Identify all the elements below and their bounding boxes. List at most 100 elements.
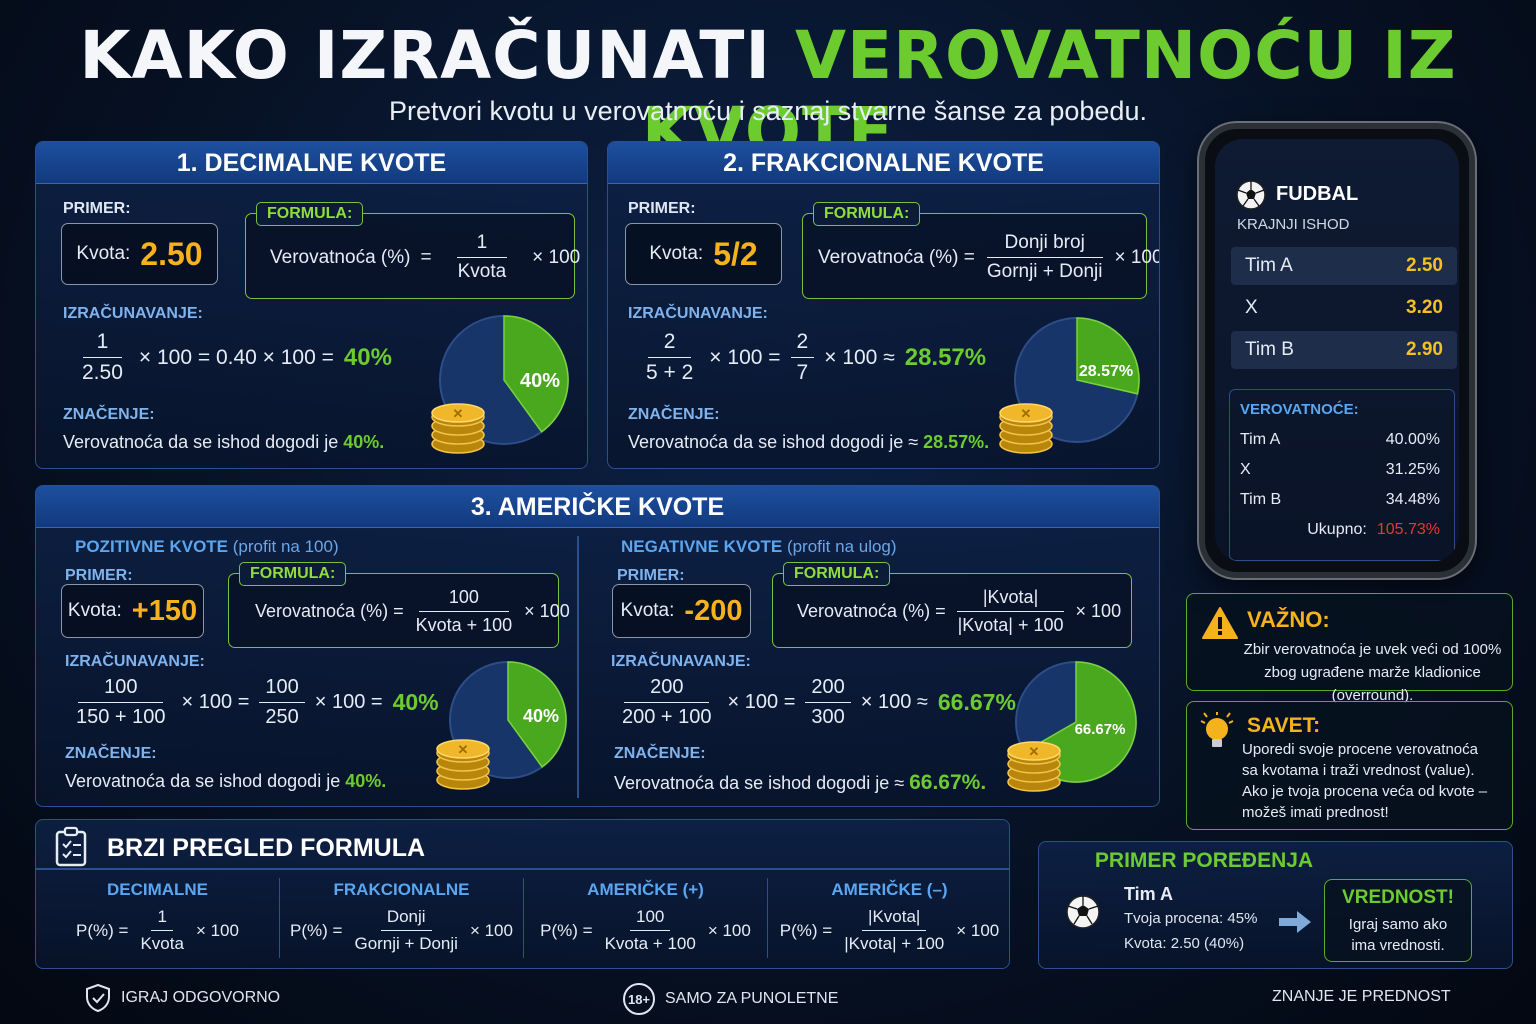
decimal-heading: 1. DECIMALNE KVOTE (36, 142, 587, 184)
calc-mid-2: × 100 = (314, 691, 383, 713)
pie-label: 66.67% (1075, 721, 1126, 738)
formula-num: 1 (456, 232, 508, 258)
calc-den: 2.50 (82, 361, 123, 384)
formula-fraction: Donji broj Gornji + Donji (981, 232, 1109, 283)
quick-divider (36, 868, 1009, 870)
important-line-2: zbog ugrađene marže kladionice (overroun… (1264, 664, 1481, 704)
calc-result: 66.67%. (937, 689, 1023, 715)
calc-mid-1: × 100 = (709, 345, 781, 369)
odds-name: Tim B (1245, 339, 1294, 360)
meaning-sentence: Verovatnoća da se ishod dogodi je ≈ (628, 432, 919, 452)
formula-fraction: |Kvota| |Kvota| + 100 (952, 587, 1070, 636)
calc-num: 1 (82, 330, 123, 358)
quick-col-den: Kvota + 100 (604, 934, 696, 953)
kvota-value: +150 (131, 594, 198, 627)
quick-col-fraction: 100 Kvota + 100 (599, 907, 702, 954)
kvota-label: Kvota: (67, 600, 122, 621)
footer-left-text: IGRAJ ODGOVORNO (121, 989, 281, 1006)
prob-row: Tim B 34.48% (1240, 491, 1440, 509)
example-label: PRIMER: (65, 567, 133, 584)
formula-lhs: Verovatnoća (%) = (818, 246, 975, 268)
kvota-value: -200 (684, 594, 743, 627)
quick-column: FRAKCIONALNE P(%) = Donji Gornji + Donji × 1… (280, 878, 524, 958)
meaning-label: ZNAČENJE: (65, 745, 157, 762)
prob-row: Tim A 40.00% (1240, 431, 1440, 449)
quick-col-mult: × 100 (195, 920, 239, 940)
calc-result: 40% (343, 343, 392, 371)
footer-responsible: IGRAJ ODGOVORNO (85, 983, 280, 1013)
quick-col-title: FRAKCIONALNE (333, 880, 470, 899)
tip-title: SAVET: (1247, 714, 1321, 737)
formula-lhs: Verovatnoća (%) = (255, 601, 404, 621)
comparison-estimate: Tvoja procena: 45% (1124, 910, 1258, 927)
comparison-title: PRIMER POREĐENJA (1094, 849, 1314, 872)
coin-mark: ✕ (453, 406, 464, 421)
comparison-panel: PRIMER POREĐENJA Tim A Tvoja procena: 45… (1038, 841, 1513, 969)
tip-text: Uporedi svoje procene verovatnoća sa kvo… (1242, 739, 1487, 823)
sport-name: FUDBAL (1276, 183, 1359, 205)
kvota-label: Kvota: (649, 243, 704, 264)
pie-label: 28.57% (1079, 363, 1133, 380)
coin-top (999, 403, 1053, 423)
kvota-box: Kvota: 5/2 (625, 223, 782, 285)
calc-den-1: 5 + 2 (646, 361, 694, 384)
odds-value: 2.90 (1406, 339, 1443, 360)
footer-knowledge: ZNANJE JE PREDNOST (1272, 988, 1451, 1006)
tip-line-2: sa kvotama i traži vrednost (value). (1242, 762, 1475, 779)
prob-name: Tim B (1240, 491, 1282, 508)
page-title: KAKO IZRAČUNATI VEROVATNOĆU IZ KVOTE (0, 18, 1536, 170)
formula-mult: × 100 (1114, 246, 1160, 268)
odds-row[interactable]: Tim B 2.90 (1231, 331, 1457, 369)
page-subtitle: Pretvori kvotu u verovatnoću i saznaj st… (389, 96, 1147, 126)
coin-mark: ✕ (1021, 406, 1032, 421)
meaning-label: ZNAČENJE: (628, 406, 720, 423)
shield-check-icon (86, 983, 110, 1013)
kvota-value: 5/2 (713, 235, 758, 272)
calc-num-1: 100 (78, 676, 164, 703)
footer-right-text: ZNANJE JE PREDNOST (1272, 988, 1451, 1005)
quick-col-lhs: P(%) = (290, 920, 343, 940)
calc-fraction-2: 200 300 (805, 676, 851, 729)
football-icon (1236, 180, 1266, 210)
calc-mid-2: × 100 ≈ (860, 691, 928, 713)
important-title: VAŽNO: (1247, 607, 1330, 632)
kvota-box: Kvota: -200 (612, 584, 751, 638)
example-label: PRIMER: (617, 567, 685, 584)
quick-col-mult: × 100 (956, 920, 1000, 940)
positive-title-text: POZITIVNE KVOTE (75, 537, 229, 556)
calc-num-2: 200 (805, 676, 851, 703)
negative-pie-chart: 66.67% ✕ (1007, 661, 1137, 792)
formula-den: |Kvota| + 100 (957, 615, 1064, 635)
meaning-text: Verovatnoća da se ishod dogodi je 40%. (65, 771, 386, 792)
footer-middle-text: SAMO ZA PUNOLETNE (665, 990, 839, 1007)
prob-name: Tim A (1240, 431, 1281, 448)
american-panel: 3. AMERIČKE KVOTE POZITIVNE KVOTE (profi… (35, 485, 1160, 807)
meaning-value: 40%. (343, 432, 385, 452)
odds-row[interactable]: X 3.20 (1231, 289, 1457, 327)
odds-row[interactable]: Tim A 2.50 (1231, 247, 1457, 285)
fractional-heading: 2. FRAKCIONALNE KVOTE (608, 142, 1159, 184)
quick-column: AMERIČKE (+) P(%) = 100 Kvota + 100 × 100 (524, 878, 768, 958)
quick-col-mult: × 100 (707, 920, 751, 940)
calc-mid-1: × 100 = (727, 691, 796, 713)
quick-col-den: Kvota (140, 934, 184, 953)
formula-num: 100 (418, 587, 509, 612)
calc-fraction-2: 100 250 (259, 676, 305, 729)
tip-line-1: Uporedi svoje procene verovatnoća (1242, 741, 1478, 758)
calc-den-1: 150 + 100 (76, 706, 166, 728)
formula-den: Gornji + Donji (986, 261, 1103, 282)
formula-tag: FORMULA: (256, 202, 364, 226)
meaning-sentence: Verovatnoća da se ishod dogodi je ≈ (614, 773, 905, 793)
meaning-value: 40%. (345, 771, 387, 791)
quick-columns: DECIMALNE P(%) = 1 Kvota × 100 FRAKCIONALNE P(… (36, 868, 1009, 968)
age-badge: 18+ (623, 983, 655, 1015)
quick-col-num: 100 (630, 907, 671, 931)
quick-col-lhs: P(%) = (76, 920, 129, 940)
quick-col-den: |Kvota| + 100 (844, 934, 945, 953)
quick-column: DECIMALNE P(%) = 1 Kvota × 100 (36, 878, 280, 958)
value-line-1: Igraj samo ako (1348, 916, 1448, 933)
formula-den: Kvota (457, 261, 507, 282)
formula-lhs: Verovatnoća (%) = (797, 601, 946, 621)
coin-mark: ✕ (458, 742, 469, 757)
lightbulb-icon (1200, 712, 1234, 747)
